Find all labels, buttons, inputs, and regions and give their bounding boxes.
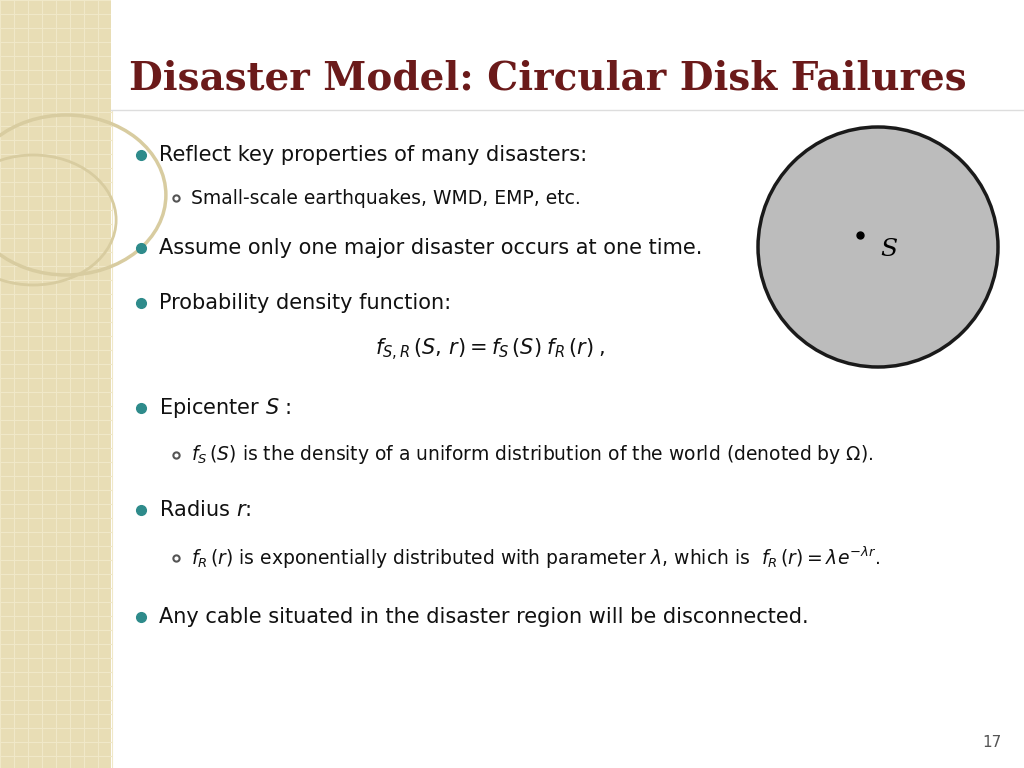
Text: Reflect key properties of many disasters:: Reflect key properties of many disasters… (159, 145, 587, 165)
Text: Any cable situated in the disaster region will be disconnected.: Any cable situated in the disaster regio… (159, 607, 808, 627)
Bar (111, 0, 1024, 110)
Text: S: S (880, 237, 897, 260)
Text: $f_R\,(r)$ is exponentially distributed with parameter $\lambda$, which is  $f_R: $f_R\,(r)$ is exponentially distributed … (190, 545, 880, 571)
Text: Assume only one major disaster occurs at one time.: Assume only one major disaster occurs at… (159, 238, 702, 258)
Text: $f_{S,R}\,(S,\, r) = f_S\,(S)\; f_R\,(r)\;,$: $f_{S,R}\,(S,\, r) = f_S\,(S)\; f_R\,(r)… (375, 337, 605, 363)
Text: 17: 17 (983, 735, 1002, 750)
Text: Probability density function:: Probability density function: (159, 293, 451, 313)
Bar (0, 0, 111, 768)
Text: $f_S\,(S)$ is the density of a uniform distribution of the world (denoted by $\O: $f_S\,(S)$ is the density of a uniform d… (190, 443, 872, 466)
Text: Epicenter $S$ :: Epicenter $S$ : (159, 396, 291, 420)
Text: Small-scale earthquakes, WMD, EMP, etc.: Small-scale earthquakes, WMD, EMP, etc. (190, 188, 581, 207)
Text: Disaster Model: Circular Disk Failures: Disaster Model: Circular Disk Failures (129, 59, 967, 97)
Text: Radius $r$:: Radius $r$: (159, 500, 251, 520)
Circle shape (758, 127, 998, 367)
